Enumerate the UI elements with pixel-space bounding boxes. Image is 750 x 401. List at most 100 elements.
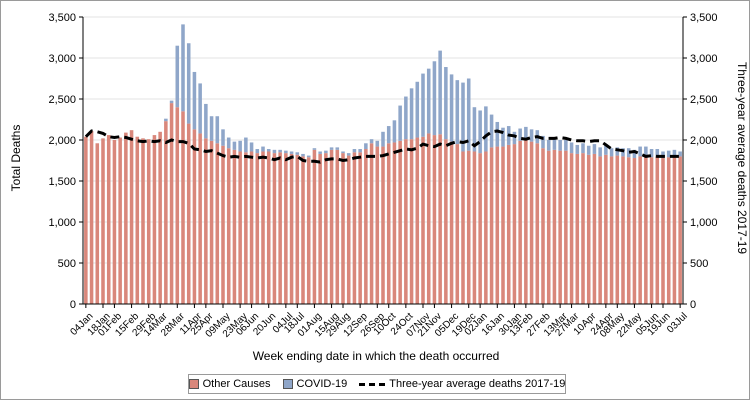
- bar-other-causes: [249, 151, 254, 304]
- bar-covid-19: [232, 141, 237, 150]
- bar-other-causes: [541, 148, 545, 304]
- bar-other-causes: [632, 158, 637, 304]
- bar-covid-19: [632, 149, 637, 159]
- bar-other-causes: [495, 146, 500, 304]
- bar-covid-19: [546, 140, 551, 151]
- bar-covid-19: [198, 83, 202, 134]
- bar-other-causes: [221, 145, 225, 304]
- bar-other-causes: [592, 153, 597, 304]
- bar-other-causes: [364, 149, 368, 304]
- bar-covid-19: [221, 129, 225, 146]
- bar-other-causes: [666, 157, 671, 304]
- bar-covid-19: [358, 149, 362, 153]
- bar-other-causes: [152, 135, 157, 304]
- y-tick-label-right: 3,000: [690, 53, 718, 65]
- bar-other-causes: [352, 152, 357, 304]
- bar-other-causes: [198, 133, 202, 304]
- legend-label-average: Three-year average deaths 2017-19: [389, 378, 566, 390]
- bar-other-causes: [129, 130, 134, 304]
- bar-covid-19: [164, 118, 168, 122]
- bar-covid-19: [398, 105, 402, 141]
- bar-covid-19: [649, 149, 654, 158]
- bar-covid-19: [386, 126, 391, 144]
- bar-covid-19: [369, 139, 374, 144]
- bar-covid-19: [626, 148, 631, 158]
- bar-covid-19: [278, 149, 282, 153]
- bar-covid-19: [381, 131, 385, 147]
- y-axis-right-ticks: 0 500 1,000 1,500 2,000 2,500 3,000 3,500: [683, 12, 718, 311]
- bar-covid-19: [592, 144, 597, 154]
- bar-covid-19: [175, 45, 180, 108]
- bar-covid-19: [329, 147, 334, 150]
- bar-other-causes: [358, 152, 362, 304]
- bar-covid-19: [495, 121, 500, 147]
- legend-item-covid: COVID-19: [282, 378, 347, 390]
- bar-covid-19: [558, 140, 562, 151]
- bar-covid-19: [186, 43, 191, 124]
- bar-covid-19: [524, 126, 528, 140]
- y-tick-label-left: 500: [58, 258, 76, 270]
- bar-other-causes: [204, 138, 208, 304]
- bar-other-causes: [118, 137, 122, 304]
- bar-other-causes: [575, 153, 580, 304]
- legend-swatch-average: [359, 382, 386, 386]
- bar-other-causes: [512, 144, 517, 304]
- y-tick-label-right: 2,000: [690, 135, 718, 147]
- bar-other-causes: [564, 150, 568, 304]
- bar-other-causes: [398, 140, 402, 304]
- bar-covid-19: [226, 137, 231, 149]
- y-axis-title-left: Total Deaths: [9, 125, 23, 192]
- bar-covid-19: [512, 131, 517, 145]
- bar-covid-19: [489, 114, 494, 148]
- bar-covid-19: [672, 149, 677, 156]
- bar-covid-19: [484, 106, 488, 152]
- bar-other-causes: [306, 157, 311, 304]
- bar-other-causes: [472, 151, 477, 304]
- bar-other-causes: [261, 151, 265, 304]
- axes-group: [82, 17, 684, 305]
- bar-other-causes: [181, 111, 185, 304]
- bar-covid-19: [569, 142, 574, 154]
- bar-other-causes: [158, 131, 162, 304]
- bar-covid-19: [472, 107, 477, 152]
- bar-other-causes: [569, 153, 574, 304]
- y-axis-left-ticks: 0 500 1,000 1,500 2,000 2,500 3,000 3,500: [48, 12, 83, 311]
- bar-covid-19: [301, 153, 305, 157]
- bar-covid-19: [392, 120, 397, 143]
- bar-covid-19: [564, 140, 568, 151]
- bar-covid-19: [266, 149, 271, 152]
- bar-other-causes: [89, 130, 94, 304]
- bar-other-causes: [266, 151, 271, 304]
- y-tick-label-left: 0: [70, 299, 76, 311]
- bar-other-causes: [341, 153, 345, 304]
- bar-other-causes: [124, 132, 128, 304]
- bar-covid-19: [346, 153, 351, 156]
- bar-other-causes: [626, 157, 631, 304]
- x-axis-ticks: 04Jan18Jan01Feb15Feb29Feb14Mar28Mar11Apr…: [68, 304, 690, 340]
- bar-covid-19: [312, 148, 317, 150]
- bar-other-causes: [455, 144, 460, 304]
- bar-covid-19: [466, 78, 471, 151]
- bar-other-causes: [529, 141, 534, 304]
- bar-other-causes: [501, 146, 505, 304]
- bar-covid-19: [604, 145, 608, 155]
- bar-covid-19: [375, 140, 380, 147]
- bar-covid-19: [364, 143, 368, 150]
- bar-other-causes: [169, 103, 174, 304]
- y-tick-label-right: 2,500: [690, 94, 718, 106]
- bar-other-causes: [604, 154, 608, 304]
- y-tick-label-left: 3,500: [48, 12, 76, 24]
- legend-item-average: Three-year average deaths 2017-19: [359, 378, 565, 390]
- bar-covid-19: [272, 149, 277, 154]
- bar-other-causes: [95, 143, 100, 304]
- bar-covid-19: [244, 137, 248, 153]
- bar-covid-19: [455, 80, 460, 145]
- bar-other-causes: [535, 143, 540, 304]
- bar-covid-19: [284, 150, 288, 154]
- bars-group: [84, 24, 682, 304]
- bar-other-causes: [101, 138, 105, 304]
- bar-other-causes: [141, 138, 145, 304]
- y-tick-label-right: 1,000: [690, 217, 718, 229]
- bar-other-causes: [478, 153, 482, 304]
